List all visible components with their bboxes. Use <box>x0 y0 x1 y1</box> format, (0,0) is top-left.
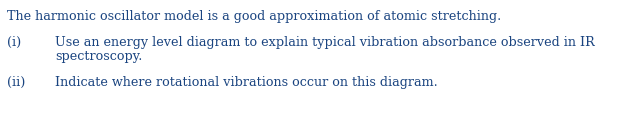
Text: (i): (i) <box>7 36 21 49</box>
Text: The harmonic oscillator model is a good approximation of atomic stretching.: The harmonic oscillator model is a good … <box>7 10 501 23</box>
Text: (ii): (ii) <box>7 76 25 89</box>
Text: Use an energy level diagram to explain typical vibration absorbance observed in : Use an energy level diagram to explain t… <box>55 36 595 49</box>
Text: spectroscopy.: spectroscopy. <box>55 50 142 63</box>
Text: Indicate where rotational vibrations occur on this diagram.: Indicate where rotational vibrations occ… <box>55 76 438 89</box>
